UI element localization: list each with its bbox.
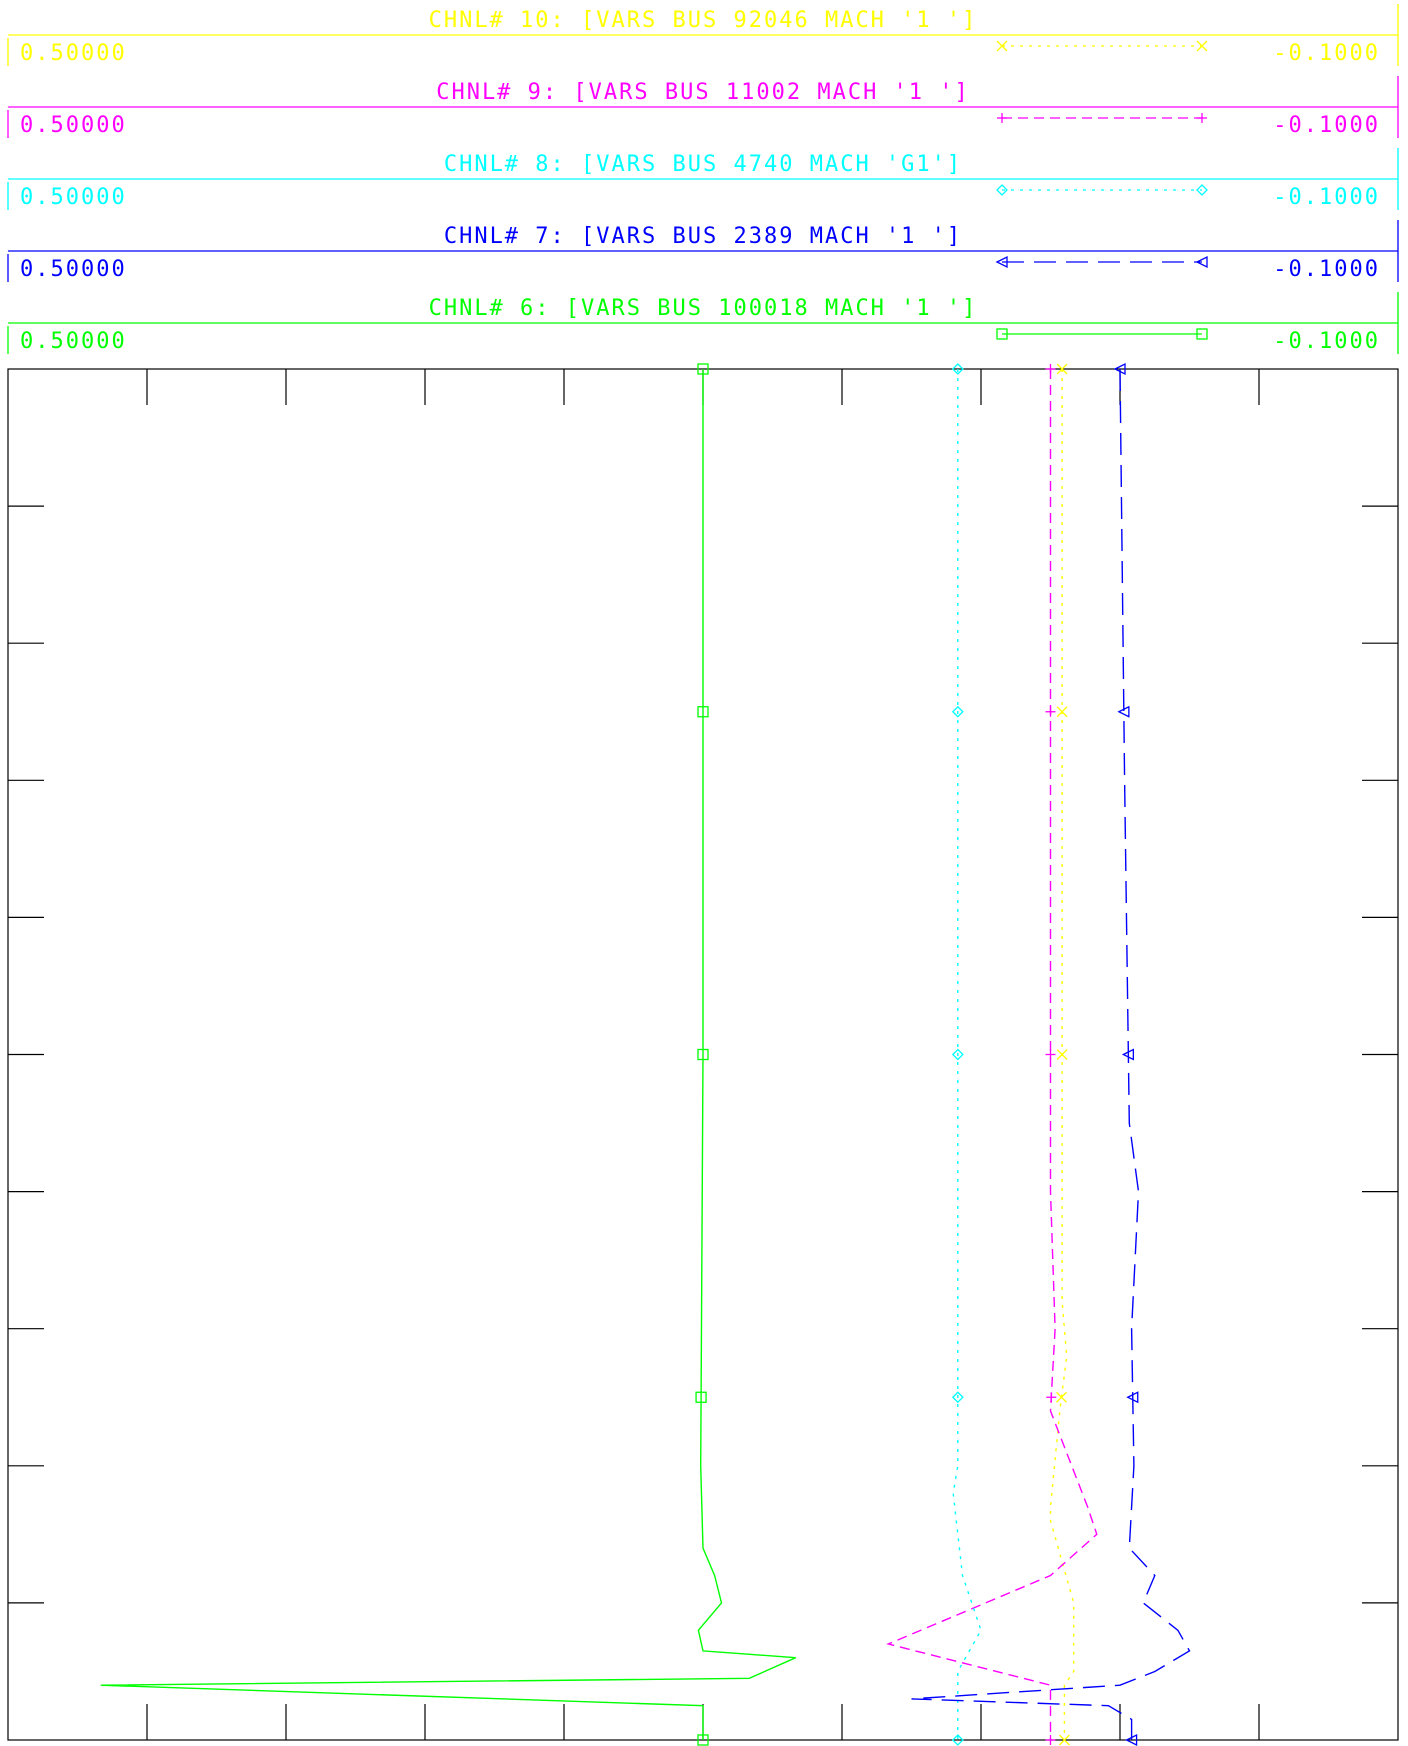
series-marker-shape — [695, 1391, 707, 1403]
series-marker — [1056, 706, 1068, 718]
legend-marker-end-shape — [1196, 328, 1208, 340]
series-line — [100, 369, 796, 1740]
series-marker-shape — [697, 1734, 709, 1746]
series-marker — [697, 1734, 709, 1746]
legend-marker-start-stroke-b — [996, 40, 1008, 52]
legend-title: CHNL# 9: [VARS BUS 11002 MACH '1 '] — [436, 80, 970, 105]
series-1 — [1049, 363, 1075, 1746]
series-marker — [1056, 363, 1068, 375]
series-marker — [1045, 706, 1056, 717]
legend-marker-start — [997, 113, 1007, 123]
legend-marker-end — [1196, 184, 1208, 196]
series-marker-shape — [951, 705, 964, 718]
series-marker — [1056, 1049, 1068, 1060]
series-marker-shape — [1117, 705, 1130, 718]
series-marker — [1058, 1734, 1070, 1746]
series-marker — [1046, 1392, 1057, 1403]
legend-marker-end-shape — [1196, 184, 1208, 196]
legend-marker-end-shape — [1195, 255, 1208, 269]
legend-marker-end-stroke-b — [1196, 40, 1208, 52]
legend-marker-start — [996, 328, 1008, 340]
legend-title: CHNL# 8: [VARS BUS 4740 MACH 'G1'] — [444, 152, 962, 177]
series-marker — [1056, 1391, 1067, 1403]
legend-marker-start — [996, 40, 1008, 52]
series-marker — [1045, 364, 1056, 374]
series-marker — [697, 363, 709, 375]
series-marker-stroke-b — [1056, 706, 1068, 718]
series-marker-shape — [697, 706, 709, 718]
series-marker — [951, 1391, 964, 1404]
series-marker — [1045, 1049, 1056, 1060]
legend-row-5: CHNL# 6: [VARS BUS 100018 MACH '1 '] 0.50… — [7, 292, 1399, 354]
series-marker-shape — [697, 1048, 709, 1061]
series-marker — [697, 1048, 709, 1061]
series-marker-shape — [951, 1048, 964, 1061]
legend-marker-start — [995, 255, 1008, 269]
series-2 — [886, 364, 1098, 1745]
legend-min-label: 0.50000 — [20, 113, 127, 138]
series-marker-shape — [951, 363, 964, 375]
legend-title: CHNL# 7: [VARS BUS 2389 MACH '1 '] — [444, 224, 962, 249]
series-line — [952, 369, 982, 1740]
series-marker-shape — [951, 1734, 964, 1746]
legend-max-label: -0.1000 — [1273, 329, 1380, 354]
series-marker — [951, 1048, 964, 1061]
series-marker-stroke-b — [1056, 1391, 1067, 1403]
series-marker — [1045, 1735, 1056, 1745]
series-line — [886, 369, 1098, 1740]
legend-marker-start-shape — [996, 184, 1008, 196]
legend-min-label: 0.50000 — [20, 257, 127, 282]
series-marker-shape — [1126, 1391, 1139, 1404]
series-marker — [951, 705, 964, 718]
series-marker-shape — [697, 363, 709, 375]
legend-marker-end — [1196, 328, 1208, 340]
series-marker-shape — [1121, 1048, 1134, 1061]
series-marker-stroke-b — [1058, 1734, 1070, 1746]
series-marker-shape — [1125, 1733, 1138, 1746]
series-5 — [100, 363, 796, 1746]
legend-title: CHNL# 10: [VARS BUS 92046 MACH '1 '] — [429, 8, 978, 33]
series-marker — [1117, 705, 1130, 718]
legend-min-label: 0.50000 — [20, 41, 127, 66]
legend-row-1: CHNL# 10: [VARS BUS 92046 MACH '1 '] 0.50… — [7, 4, 1399, 66]
series-4 — [911, 362, 1191, 1746]
legend-marker-start — [996, 184, 1008, 196]
series-marker — [1113, 362, 1126, 376]
legend-max-label: -0.1000 — [1273, 41, 1380, 66]
legend-row-3: CHNL# 8: [VARS BUS 4740 MACH 'G1'] 0.5000… — [7, 148, 1399, 210]
series-marker — [695, 1391, 707, 1403]
series-marker-stroke-b — [1056, 1049, 1068, 1060]
series-marker — [1121, 1048, 1134, 1061]
legend: CHNL# 10: [VARS BUS 92046 MACH '1 '] 0.50… — [7, 4, 1399, 354]
legend-title: CHNL# 6: [VARS BUS 100018 MACH '1 '] — [429, 296, 978, 321]
series-marker — [697, 706, 709, 718]
legend-marker-end — [1195, 255, 1208, 269]
legend-max-label: -0.1000 — [1273, 113, 1380, 138]
series-marker — [1126, 1391, 1139, 1404]
plot-area — [100, 362, 1191, 1746]
series-3 — [951, 363, 982, 1746]
series-marker-shape — [1113, 362, 1126, 376]
legend-min-label: 0.50000 — [20, 185, 127, 210]
series-marker — [1125, 1733, 1138, 1746]
legend-max-label: -0.1000 — [1273, 185, 1380, 210]
legend-marker-start-shape — [995, 255, 1008, 269]
series-line — [911, 368, 1191, 1740]
legend-marker-end — [1196, 40, 1208, 52]
series-marker-stroke-b — [1056, 363, 1068, 375]
series-marker-shape — [951, 1391, 964, 1404]
series-marker — [951, 1734, 964, 1746]
legend-marker-start-shape — [996, 328, 1008, 340]
legend-row-2: CHNL# 9: [VARS BUS 11002 MACH '1 '] 0.500… — [7, 76, 1399, 138]
legend-row-4: CHNL# 7: [VARS BUS 2389 MACH '1 '] 0.5000… — [7, 220, 1399, 282]
legend-marker-end — [1197, 113, 1207, 123]
series-marker — [951, 363, 964, 375]
legend-max-label: -0.1000 — [1273, 257, 1380, 282]
legend-min-label: 0.50000 — [20, 329, 127, 354]
